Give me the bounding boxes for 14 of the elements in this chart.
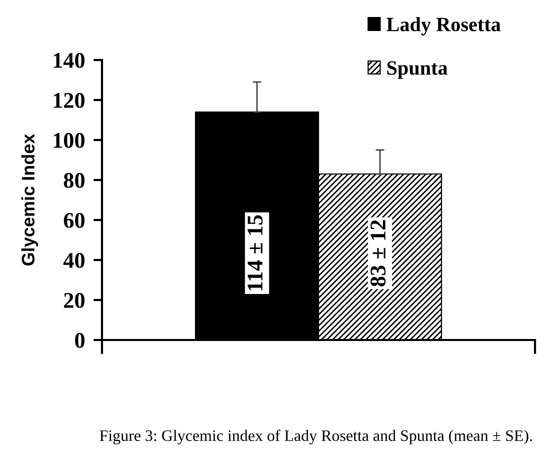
y-tick-label: 100 <box>54 132 84 148</box>
y-tick-label: 20 <box>64 292 84 308</box>
data-label: 114 ± 15 <box>248 215 263 290</box>
data-label: 83 ± 12 <box>370 220 386 286</box>
caption: Figure 3: Glycemic index of Lady Rosetta and Spunta (mean ± SE). <box>100 430 532 444</box>
y-tick-label: 60 <box>64 212 84 228</box>
legend-label: Lady Rosetta <box>386 17 501 36</box>
y-axis-title: Glycemic Index <box>21 134 38 266</box>
y-tick-label: 140 <box>54 52 84 68</box>
legend-label: Spunta <box>387 61 448 79</box>
y-tick-label: 80 <box>64 172 84 188</box>
y-tick-label: 0 <box>75 332 84 348</box>
y-tick-label: 120 <box>54 92 84 108</box>
y-tick-label: 40 <box>63 252 84 268</box>
